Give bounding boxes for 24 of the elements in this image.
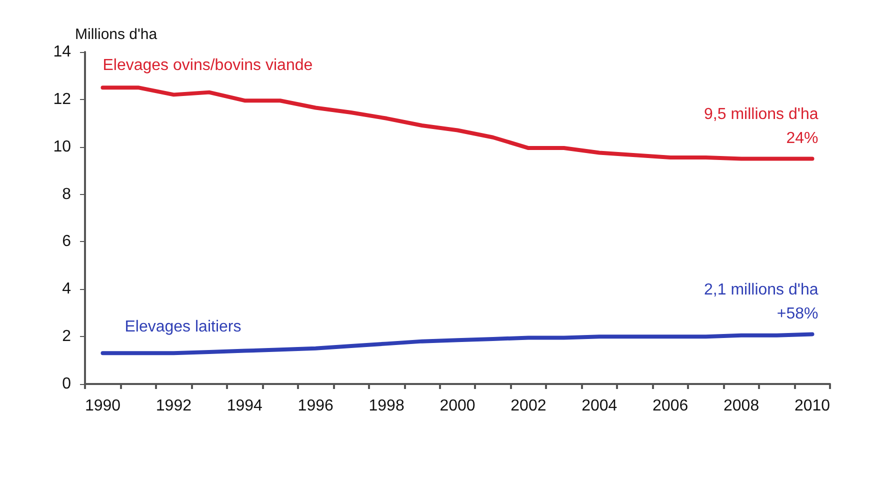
x-tick-label: 2008: [724, 398, 760, 414]
series-label: Elevages laitiers: [124, 318, 242, 336]
y-axis-title: Millions d'ha: [75, 26, 158, 43]
annotation: 9,5 millions d'ha 24%: [704, 106, 818, 148]
y-tick-label: 0: [62, 376, 72, 392]
y-tick-label: 14: [53, 44, 72, 60]
x-tick-label: 1994: [226, 398, 263, 414]
y-tick-label: 6: [62, 233, 72, 250]
y-tick-label: 8: [62, 186, 72, 203]
annotation: 2,1 millions d'ha +58%: [704, 282, 818, 323]
x-tick-label: 1996: [298, 398, 334, 414]
y-tick-label: 2: [62, 328, 72, 346]
x-tick-label: 2000: [440, 398, 476, 414]
y-tick-label: 10: [53, 138, 72, 156]
x-tick-label: 1998: [368, 398, 404, 414]
x-tick-label: 2002: [510, 398, 546, 414]
x-tick-label: 2010: [794, 398, 830, 414]
x-tick-label: 2004: [582, 398, 618, 414]
x-tick-label: 1990: [84, 398, 121, 414]
series-label: Elevages ovins/bovins viande: [102, 57, 313, 74]
y-tick-label: 12: [53, 90, 72, 108]
x-tick-label: 1992: [156, 398, 192, 414]
x-tick-label: 2006: [652, 398, 688, 414]
y-tick-label: 4: [62, 280, 72, 298]
